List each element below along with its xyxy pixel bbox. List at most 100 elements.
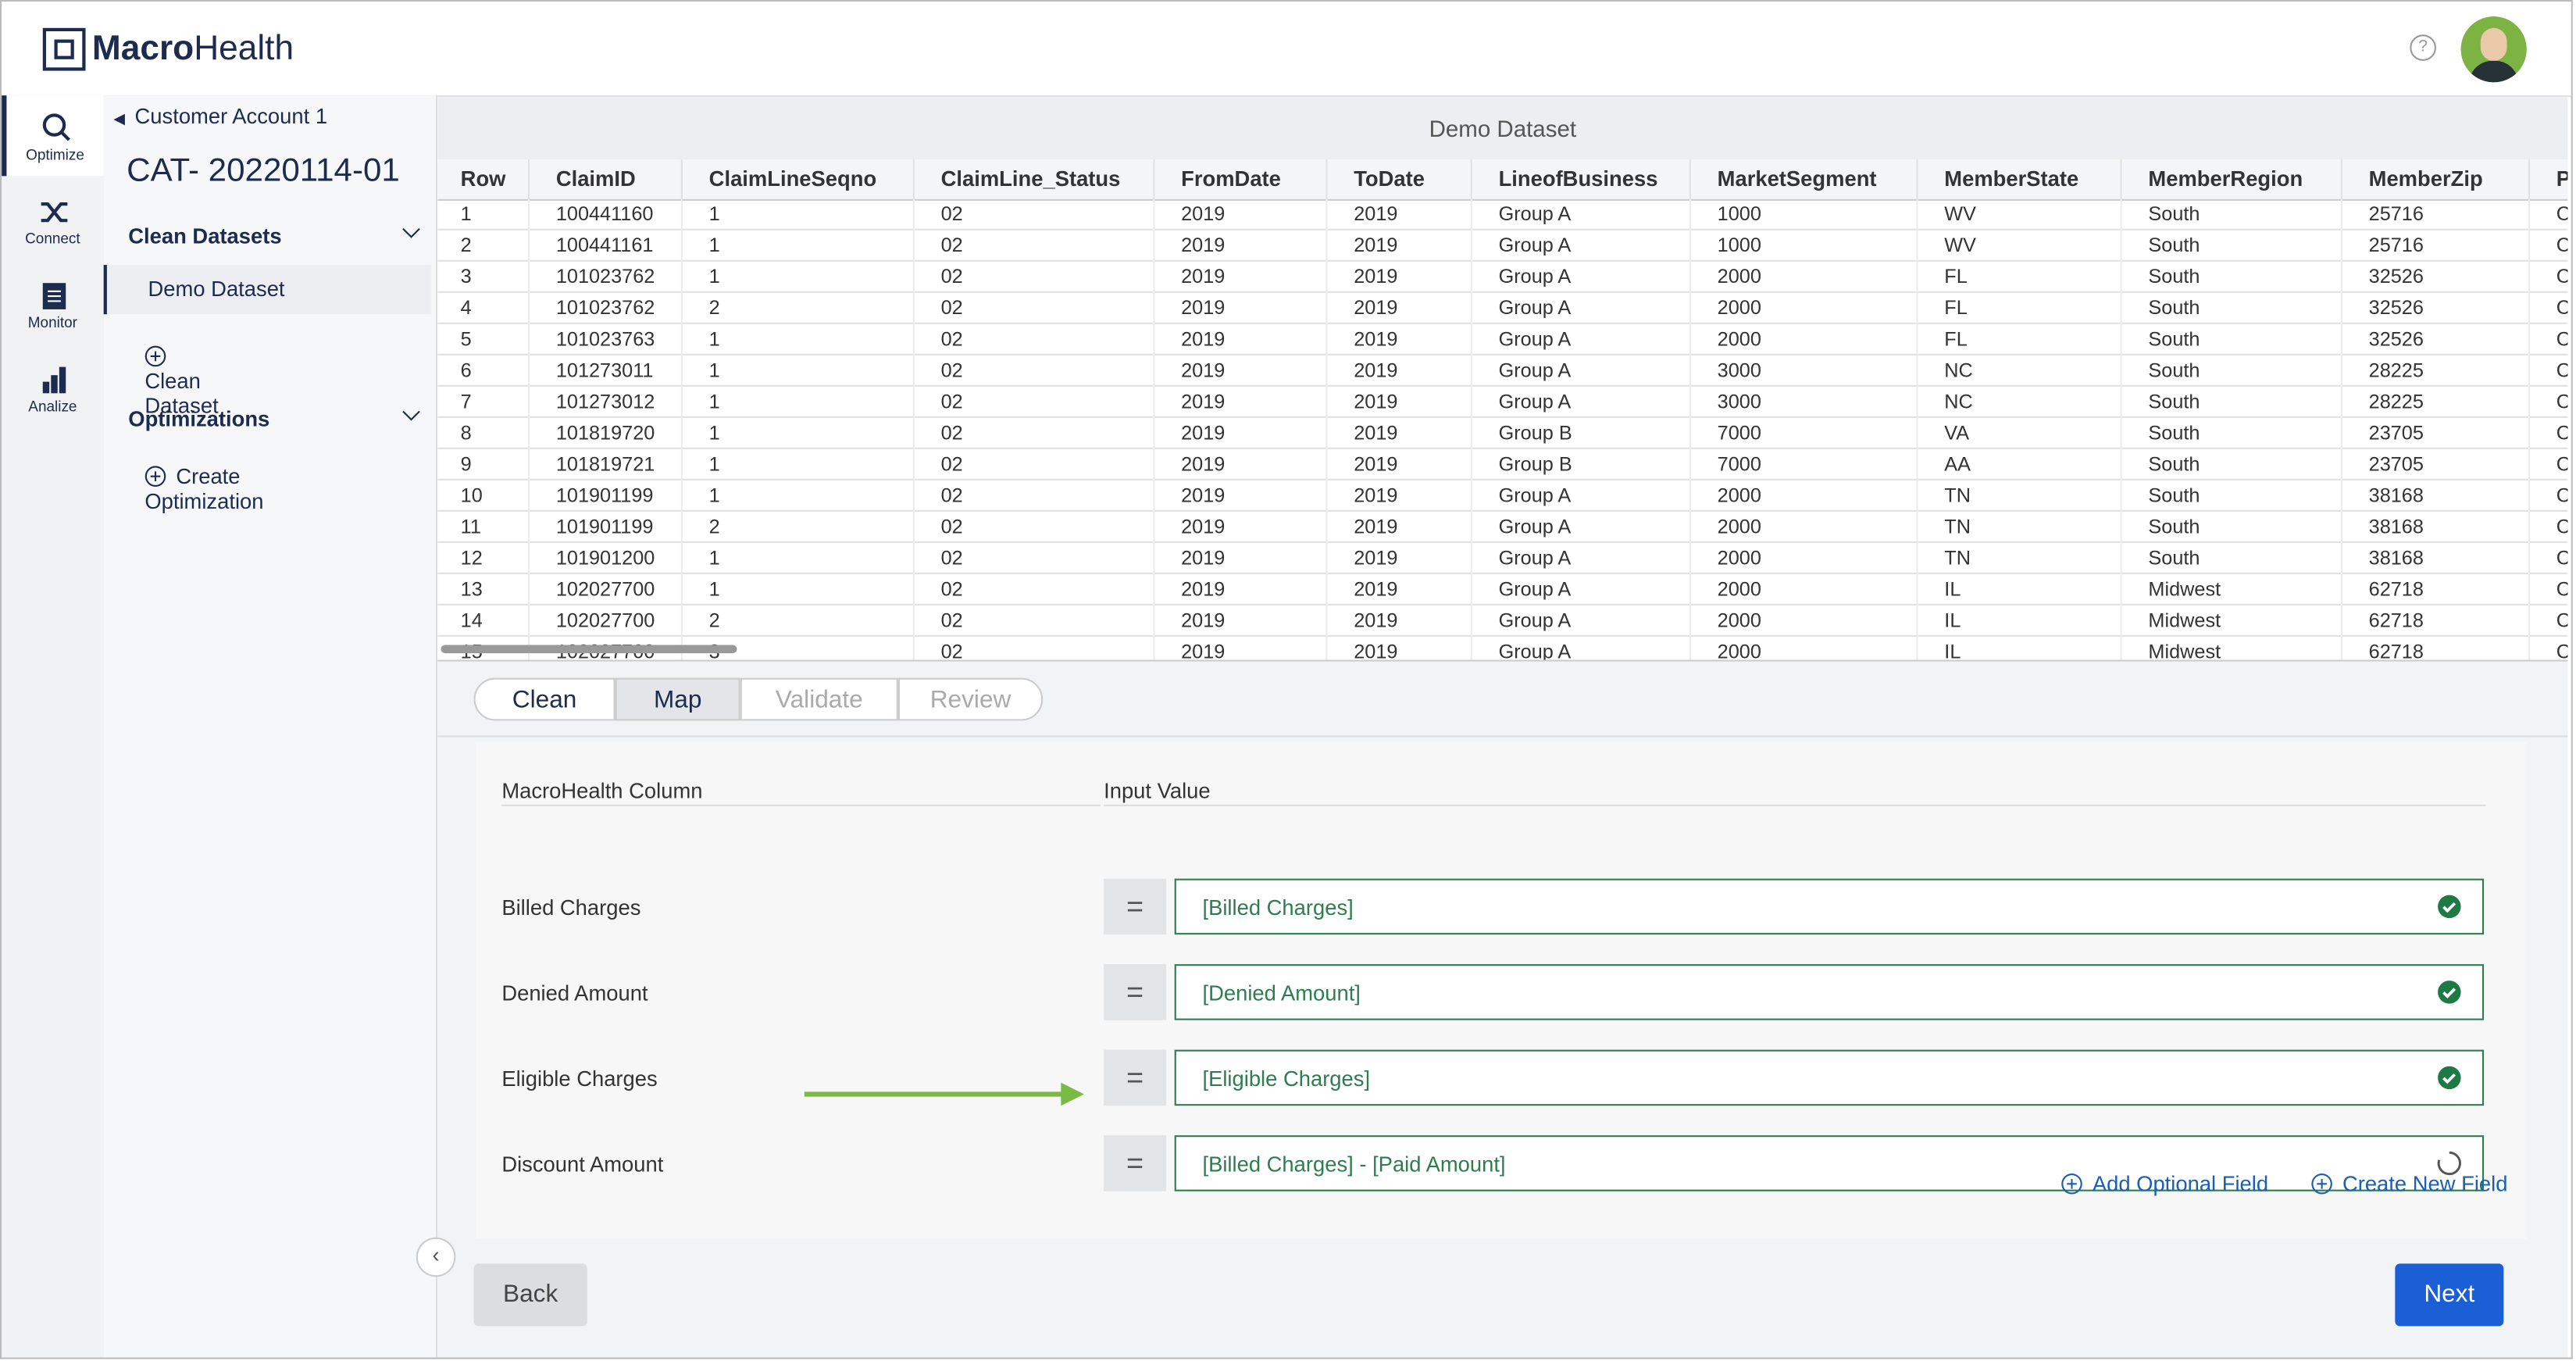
- table-cell: 7000: [1691, 417, 1918, 449]
- help-icon[interactable]: ?: [2410, 34, 2436, 61]
- next-button[interactable]: Next: [2395, 1263, 2504, 1327]
- table-cell: South: [2122, 448, 2342, 480]
- table-cell: 101023762: [530, 292, 683, 324]
- table-cell: 2019: [1328, 198, 1472, 230]
- step[interactable]: Clean: [473, 677, 615, 721]
- section-header[interactable]: Clean Datasets: [128, 223, 282, 249]
- add-text: Create Optimization: [144, 463, 264, 514]
- table-cell: 1: [683, 480, 915, 512]
- table-row: 5 101023763 1 02 2019 2019 Group A 2000 FL South 3…: [437, 323, 2568, 355]
- add-text: Clean Dataset: [144, 368, 219, 418]
- table-cell: 4: [437, 292, 530, 324]
- table-row: 2 100441161 1 02 2019 2019 Group A 1000 WV South 2…: [437, 230, 2568, 262]
- column-header: ClaimLineSeqno: [683, 159, 915, 199]
- input-field[interactable]: [Denied Amount]: [1174, 964, 2485, 1020]
- table-cell: 1: [683, 355, 915, 387]
- table-cell: Group A: [1472, 355, 1691, 387]
- table-cell: 101273011: [530, 355, 683, 387]
- logo[interactable]: Macro Health: [42, 25, 294, 74]
- collapse-button[interactable]: ‹: [416, 1237, 456, 1277]
- table-cell: NC: [1918, 355, 2122, 387]
- table-cell: 02: [915, 573, 1155, 606]
- table-row: 14 102027700 2 02 2019 2019 Group A 2000 IL Midwe…: [437, 605, 2568, 638]
- input-field[interactable]: [Billed Charges]: [1174, 878, 2485, 935]
- table-cell: AA: [1918, 448, 2122, 480]
- nav-item[interactable]: Connect: [2, 180, 104, 260]
- table-cell: 3: [437, 261, 530, 293]
- table-cell: 2019: [1154, 198, 1328, 230]
- table-cell: C: [2530, 324, 2568, 355]
- table-cell: 100441160: [530, 198, 683, 230]
- table-cell: Group A: [1472, 573, 1691, 606]
- table-cell: 25716: [2342, 230, 2531, 262]
- table-cell: WV: [1918, 230, 2122, 262]
- nav-label: Optimize: [26, 146, 84, 163]
- table-cell: 2019: [1154, 448, 1328, 480]
- table-cell: 02: [915, 637, 1155, 660]
- table-cell: 100441161: [530, 230, 683, 262]
- step[interactable]: Map: [615, 677, 740, 721]
- table-cell: 2000: [1691, 292, 1918, 324]
- table-cell: Group A: [1472, 230, 1691, 262]
- table-cell: 2: [437, 230, 530, 262]
- table-cell: 2019: [1154, 511, 1328, 543]
- table-cell: 2019: [1328, 605, 1472, 638]
- avatar[interactable]: [2460, 16, 2527, 83]
- table-cell: 02: [915, 605, 1155, 638]
- table-cell: South: [2122, 261, 2342, 293]
- table-cell: South: [2122, 386, 2342, 418]
- back-button[interactable]: Back: [473, 1263, 587, 1327]
- table-cell: 1: [683, 542, 915, 574]
- nav-label: Analize: [28, 398, 77, 415]
- input-field[interactable]: [Eligible Charges]: [1174, 1049, 2485, 1106]
- table-cell: NC: [1918, 386, 2122, 418]
- nav-item[interactable]: Monitor: [2, 263, 104, 344]
- table-cell: Group A: [1472, 605, 1691, 638]
- action-link[interactable]: Add Optional Field: [2061, 1171, 2268, 1196]
- table-cell: South: [2122, 480, 2342, 512]
- table-header: Row ClaimID ClaimLineSeqno ClaimLine_Status…: [437, 159, 2568, 201]
- input-field[interactable]: [Billed Charges] - [Paid Amount]: [1174, 1135, 2485, 1191]
- table-area: Demo Dataset Row ClaimID ClaimLineSeqno Cla…: [437, 97, 2568, 662]
- table-cell: 1: [683, 230, 915, 262]
- sidebar: ◀ Customer Account 1 CAT- 20220114-01 Cle…: [103, 95, 438, 1358]
- field-label: Denied Amount: [501, 981, 648, 1006]
- operator: =: [1104, 1049, 1167, 1106]
- add-link[interactable]: Clean Dataset: [144, 344, 219, 418]
- table-cell: 1: [683, 417, 915, 449]
- project-title: CAT- 20220114-01: [127, 152, 400, 190]
- table-row: 4 101023762 2 02 2019 2019 Group A 2000 FL South 3…: [437, 292, 2568, 324]
- operator: =: [1104, 1135, 1167, 1191]
- table-row: 12 101901200 1 02 2019 2019 Group A 2000 TN South…: [437, 542, 2568, 574]
- dataset-item[interactable]: Demo Dataset: [103, 265, 431, 315]
- table-cell: C: [2530, 543, 2568, 574]
- table-cell: South: [2122, 417, 2342, 449]
- step[interactable]: Validate: [740, 677, 898, 721]
- table-cell: Group A: [1472, 386, 1691, 418]
- back-link[interactable]: ◀ Customer Account 1: [113, 103, 328, 129]
- table-cell: 3000: [1691, 386, 1918, 418]
- nav-item[interactable]: Optimize: [2, 95, 104, 177]
- table-cell: 2019: [1328, 448, 1472, 480]
- table-cell: 02: [915, 323, 1155, 355]
- table-cell: 2019: [1154, 230, 1328, 262]
- table-cell: FL: [1918, 323, 2122, 355]
- table-cell: 2019: [1154, 637, 1328, 660]
- table-row: 9 101819721 1 02 2019 2019 Group B 7000 AA South 2…: [437, 448, 2568, 480]
- section-header[interactable]: Optimizations: [128, 406, 270, 431]
- table-cell: 2000: [1691, 573, 1918, 606]
- nav-item[interactable]: Analize: [2, 347, 104, 427]
- table-cell: IL: [1918, 573, 2122, 606]
- table-cell: 38168: [2342, 480, 2531, 512]
- column-header: MemberRegion: [2122, 159, 2342, 199]
- action-link[interactable]: Create New Field: [2311, 1171, 2507, 1196]
- table-cell: 1: [683, 198, 915, 230]
- step[interactable]: Review: [897, 677, 1044, 721]
- back-text: Customer Account 1: [134, 103, 328, 129]
- add-link[interactable]: Create Optimization: [144, 464, 263, 513]
- table-cell: 02: [915, 198, 1155, 230]
- table-cell: South: [2122, 230, 2342, 262]
- table-cell: 2: [683, 511, 915, 543]
- scrollbar[interactable]: [441, 645, 737, 654]
- table-cell: 02: [915, 292, 1155, 324]
